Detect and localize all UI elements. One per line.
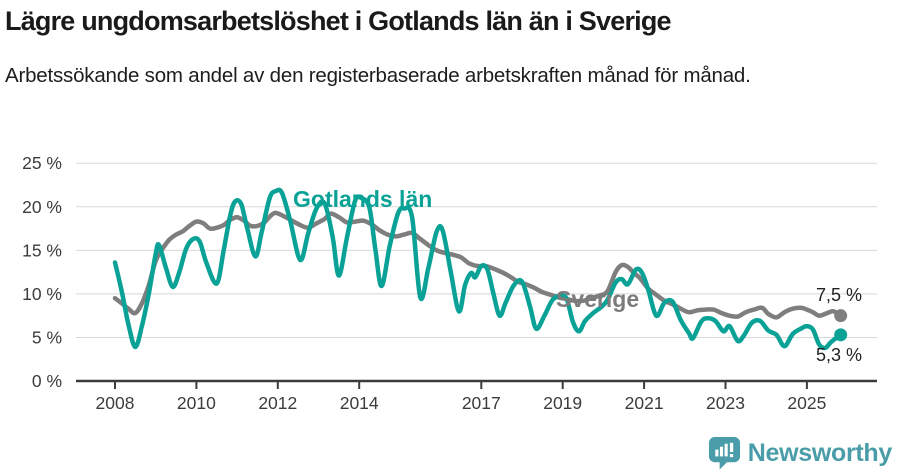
x-axis-tick-label: 2025 bbox=[787, 393, 826, 413]
chart-series bbox=[112, 187, 843, 351]
y-axis-tick-label: 25 % bbox=[22, 153, 62, 173]
page-title: Lägre ungdomsarbetslöshet i Gotlands län… bbox=[5, 6, 672, 36]
line-gotland bbox=[112, 187, 843, 351]
chart-subtitle: Arbetssökande som andel av den registerb… bbox=[5, 64, 751, 87]
newsworthy-brand-text: Newsworthy bbox=[747, 438, 893, 467]
newsworthy-logo: Newsworthy bbox=[708, 436, 892, 470]
end-value-label-gotland: 5,3 % bbox=[816, 345, 862, 365]
end-value-label-sverige: 7,5 % bbox=[816, 285, 862, 305]
x-axis-tick-label: 2021 bbox=[625, 393, 664, 413]
end-dot-sverige bbox=[834, 309, 848, 323]
y-axis-tick-label: 5 % bbox=[32, 327, 62, 347]
series-label-sverige: Sverige bbox=[556, 286, 639, 312]
x-axis-tick-label: 2012 bbox=[258, 393, 297, 413]
x-axis-tick-label: 2017 bbox=[462, 393, 501, 413]
line-sverige bbox=[112, 210, 843, 320]
y-axis-tick-label: 10 % bbox=[22, 284, 62, 304]
x-axis: 2008 2010 2012 2014 2017 2019 2021 2023 2025 bbox=[76, 379, 877, 413]
series-label-gotland: Gotlands län bbox=[293, 186, 432, 212]
x-axis-tick-label: 2019 bbox=[543, 393, 582, 413]
series-end-dots bbox=[834, 309, 848, 342]
y-axis-tick-label: 20 % bbox=[22, 197, 62, 217]
x-axis-tick-label: 2008 bbox=[96, 393, 135, 413]
chart-annotations: Gotlands län Sverige 7,5 % 5,3 % bbox=[293, 186, 862, 365]
x-axis-tick-label: 2023 bbox=[706, 393, 745, 413]
gridlines: 25 % 20 % 15 % 10 % 5 % 0 % bbox=[22, 153, 877, 391]
newsworthy-speech-bubble-bar-chart-icon bbox=[708, 436, 740, 470]
x-axis-tick-label: 2010 bbox=[177, 393, 216, 413]
end-dot-gotland bbox=[834, 328, 848, 342]
y-axis-tick-label: 0 % bbox=[32, 371, 62, 391]
y-axis-tick-label: 15 % bbox=[22, 240, 62, 260]
x-axis-tick-label: 2014 bbox=[340, 393, 379, 413]
